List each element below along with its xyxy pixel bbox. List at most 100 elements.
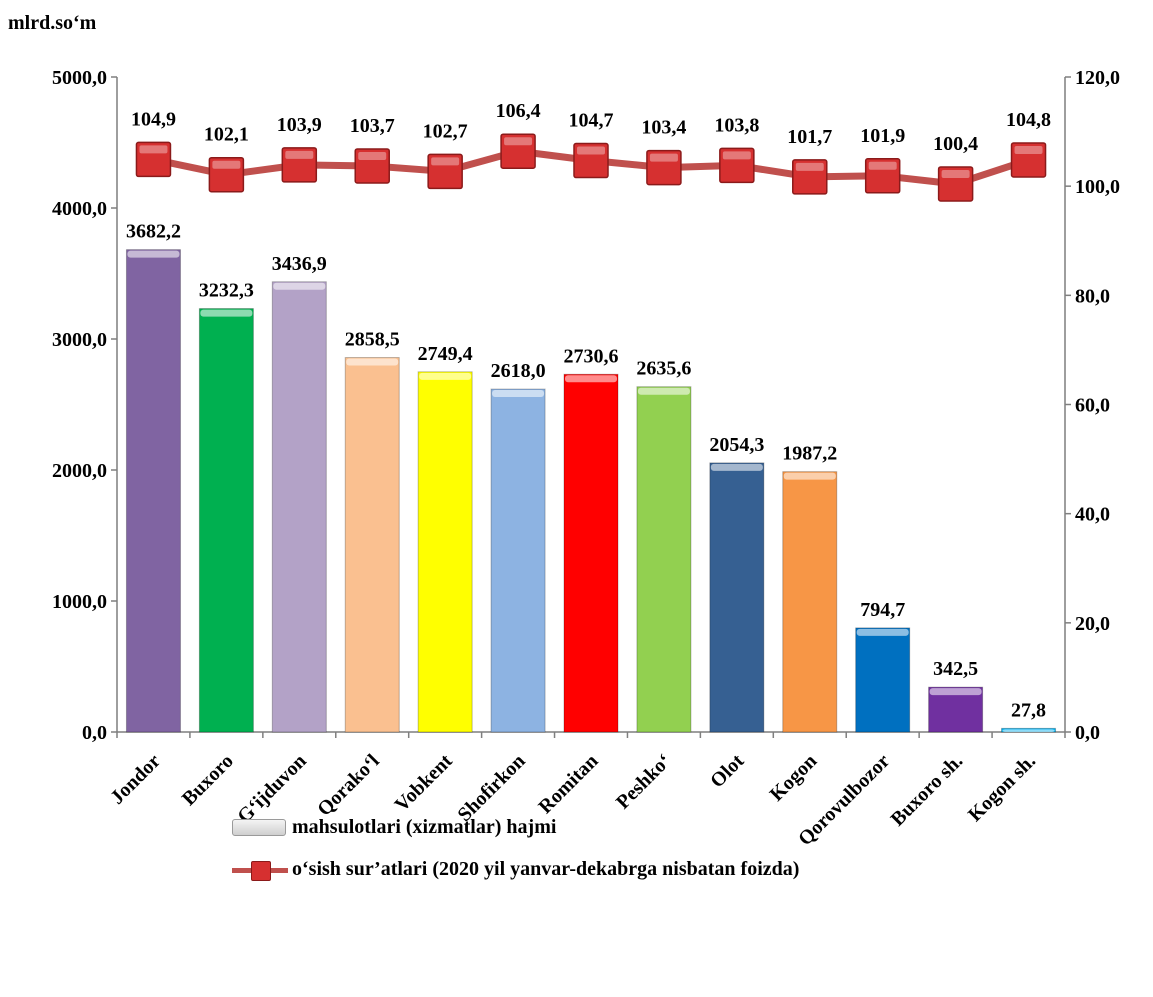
y-left-tick-label: 2000,0 <box>52 460 107 482</box>
line-data-label: 104,8 <box>1006 109 1051 131</box>
y-left-tick-label: 3000,0 <box>52 329 107 351</box>
bar-data-label: 2749,4 <box>418 343 473 365</box>
line-data-label: 103,4 <box>641 117 686 139</box>
bar-highlight <box>929 688 982 696</box>
bar-data-label: 3436,9 <box>272 253 327 275</box>
line-marker <box>573 142 609 179</box>
bar-highlight <box>565 375 617 383</box>
line-marker <box>937 166 974 202</box>
bar-highlight <box>783 472 836 480</box>
x-tick-label: Vobkent <box>391 750 457 816</box>
line-marker-highlight <box>868 161 897 170</box>
bar-data-label: 2054,3 <box>709 434 764 456</box>
line-data-label: 101,7 <box>787 126 832 148</box>
line-marker <box>792 159 828 195</box>
line-marker-highlight <box>504 137 533 146</box>
bar-highlight <box>419 372 472 380</box>
bar <box>198 308 254 733</box>
x-tick-label: Qorako‘l <box>313 750 384 821</box>
bar <box>125 249 181 733</box>
bar <box>855 627 911 733</box>
line-marker <box>281 147 318 183</box>
bar <box>636 386 692 733</box>
x-tick-label: Jondor <box>106 750 165 809</box>
line-marker <box>719 147 755 184</box>
bar-highlight <box>637 387 690 395</box>
y-right-tick-label: 0,0 <box>1075 722 1100 744</box>
line-marker <box>500 133 536 169</box>
legend-line-swatch <box>232 860 288 881</box>
line-data-label: 104,9 <box>131 108 176 130</box>
y-left-tick-label: 4000,0 <box>52 198 107 220</box>
bar-data-label: 2635,6 <box>636 358 691 380</box>
line-series <box>135 133 1047 202</box>
line-marker <box>1010 142 1047 178</box>
y-right-tick-label: 60,0 <box>1075 395 1110 417</box>
line-data-label: 102,1 <box>204 124 249 146</box>
bar <box>417 371 473 733</box>
bar <box>271 281 327 733</box>
bar-data-label: 2730,6 <box>564 345 619 367</box>
bar-data-label: 27,8 <box>1011 699 1046 721</box>
bar-highlight <box>492 390 545 398</box>
x-tick-label: Buxoro <box>178 750 238 810</box>
y-left-tick-label: 1000,0 <box>52 591 107 613</box>
line-marker <box>208 156 245 193</box>
bar <box>709 462 765 733</box>
bar-data-labels: 3682,2 3232,3 3436,9 2858,5 2749,4 2618,0 2730… <box>126 221 1046 722</box>
line-marker-highlight <box>941 169 970 178</box>
line-data-label: 103,7 <box>350 115 395 137</box>
bar-data-label: 3682,2 <box>126 221 181 243</box>
line-marker-highlight <box>139 145 168 154</box>
line-data-label: 106,4 <box>496 100 541 122</box>
line-data-label: 104,7 <box>569 110 614 132</box>
line-marker <box>135 141 172 178</box>
bar-data-label: 794,7 <box>860 599 905 621</box>
line-marker-highlight <box>431 157 460 166</box>
bar-highlight <box>346 358 399 366</box>
line-marker-highlight <box>649 153 678 162</box>
line-marker-highlight <box>722 151 751 160</box>
y-right-tick-label: 20,0 <box>1075 613 1110 635</box>
bar-data-label: 2858,5 <box>345 329 400 351</box>
x-tick-label: Kogon <box>766 750 822 806</box>
legend-bar-swatch <box>232 819 286 836</box>
line-marker <box>646 149 682 186</box>
line-marker <box>354 148 390 184</box>
bar-data-label: 3232,3 <box>199 280 254 302</box>
bar-series <box>125 249 1057 733</box>
line-marker-highlight <box>1014 145 1043 154</box>
y-right-tick-label: 120,0 <box>1075 67 1120 89</box>
legend-item-bars[interactable]: mahsulotlari (xizmatlar) hajmi <box>232 816 556 839</box>
line-marker <box>427 153 463 190</box>
bar <box>490 388 546 733</box>
line-marker-highlight <box>212 160 241 169</box>
bar-highlight <box>273 282 326 290</box>
line-data-labels: 104,9 102,1 103,9 103,7 102,7 106,4 104,7 103,4… <box>131 100 1051 155</box>
line-marker-highlight <box>577 146 605 155</box>
line-data-label: 103,8 <box>714 114 759 136</box>
line-data-label: 100,4 <box>933 133 978 155</box>
legend-line-label: o‘sish sur’atlari (2020 yil yanvar-dekab… <box>292 858 800 880</box>
line-marker-highlight <box>358 151 387 160</box>
bar-data-label: 1987,2 <box>782 443 837 465</box>
line-marker <box>864 158 901 194</box>
bar-highlight <box>710 463 763 471</box>
x-tick-label: Kogon sh. <box>964 750 1040 826</box>
bar-highlight <box>200 309 253 317</box>
line-data-label: 101,9 <box>860 125 905 147</box>
y-axis-unit-label: mlrd.so‘m <box>8 12 97 34</box>
y-left-tick-label: 5000,0 <box>52 67 107 89</box>
y-left-tick-label: 0,0 <box>82 722 107 744</box>
x-tick-label: Romitan <box>534 750 602 818</box>
line-marker-highlight <box>285 150 314 159</box>
bar <box>344 357 400 733</box>
bar-highlight <box>1002 729 1055 732</box>
line-data-label: 103,9 <box>277 114 322 136</box>
y-right-tick-label: 80,0 <box>1075 285 1110 307</box>
bar <box>563 373 619 733</box>
legend-item-line[interactable]: o‘sish sur’atlari (2020 yil yanvar-dekab… <box>232 858 799 881</box>
y-right-tick-label: 40,0 <box>1075 504 1110 526</box>
bar-highlight <box>127 250 180 258</box>
